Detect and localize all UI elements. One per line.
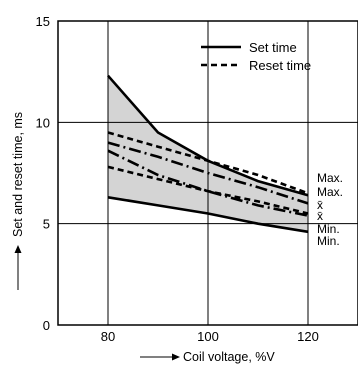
series-reset-min bbox=[107, 165, 309, 215]
x-tick-label-80: 80 bbox=[101, 329, 115, 344]
y-axis-title: Set and reset time, ms bbox=[11, 112, 25, 290]
series-layer bbox=[107, 74, 309, 234]
tick-layer: 80 100 120 0 5 10 15 bbox=[36, 14, 319, 344]
series-reset-mean bbox=[107, 141, 309, 205]
end-labels: Max. Max. x̄ x̄ Min. Min. bbox=[317, 171, 343, 248]
set-time-range-band bbox=[108, 75, 308, 232]
y-tick-label-15: 15 bbox=[36, 14, 50, 29]
series-set-mean bbox=[107, 149, 309, 217]
x-axis-title: Coil voltage, %V bbox=[140, 350, 275, 364]
y-tick-label-0: 0 bbox=[43, 318, 50, 333]
legend-label-set-time: Set time bbox=[249, 40, 297, 55]
end-label-reset-min: Min. bbox=[317, 222, 340, 236]
y-tick-label-10: 10 bbox=[36, 115, 50, 130]
x-tick-label-100: 100 bbox=[197, 329, 219, 344]
series-reset-max bbox=[107, 131, 309, 195]
x-axis-arrowhead bbox=[172, 353, 180, 361]
legend-label-reset-time: Reset time bbox=[249, 58, 311, 73]
end-label-reset-max: Max. bbox=[317, 185, 343, 199]
end-label-reset-mean: x̄ bbox=[317, 198, 323, 212]
y-axis-label: Set and reset time, ms bbox=[11, 112, 25, 237]
x-axis-label: Coil voltage, %V bbox=[183, 350, 275, 364]
legend: Set time Reset time bbox=[201, 40, 311, 73]
end-label-set-max: Max. bbox=[317, 171, 343, 185]
plot-frame bbox=[57, 20, 358, 326]
y-axis-arrowhead bbox=[14, 245, 22, 253]
end-label-set-mean: x̄ bbox=[317, 209, 323, 223]
y-tick-label-5: 5 bbox=[43, 217, 50, 232]
end-label-set-min: Min. bbox=[317, 234, 340, 248]
series-set-min bbox=[107, 196, 309, 234]
x-tick-label-120: 120 bbox=[297, 329, 319, 344]
band-layer bbox=[108, 75, 308, 232]
